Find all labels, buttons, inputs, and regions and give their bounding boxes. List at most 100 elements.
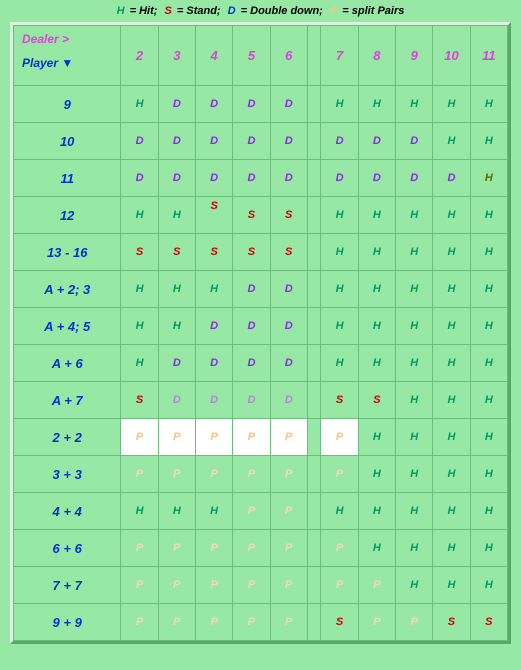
action-cell: P (158, 419, 195, 456)
action-cell: P (195, 604, 232, 641)
action-cell: S (195, 197, 232, 234)
table-row: A + 7SDDDDSSHHH (14, 382, 508, 419)
action-cell: D (195, 345, 232, 382)
action-cell: H (121, 493, 158, 530)
action-cell: H (433, 493, 470, 530)
action-cell: D (358, 123, 395, 160)
action-cell: D (233, 271, 270, 308)
table-row: 9HDDDDHHHHH (14, 86, 508, 123)
action-cell: D (270, 308, 307, 345)
header-row: Dealer > Player ▼ 234567891011 (14, 26, 508, 86)
row-gap (307, 345, 321, 382)
action-cell: H (396, 567, 433, 604)
legend-pair: P = split Pairs (329, 5, 405, 17)
action-cell: H (121, 271, 158, 308)
corner-cell: Dealer > Player ▼ (14, 26, 121, 86)
action-cell: H (358, 530, 395, 567)
table-row: A + 2; 3HHHDDHHHHH (14, 271, 508, 308)
action-cell: P (270, 530, 307, 567)
action-cell: H (321, 308, 358, 345)
action-cell: D (233, 123, 270, 160)
action-cell: S (121, 234, 158, 271)
action-cell: H (396, 271, 433, 308)
action-cell: H (158, 197, 195, 234)
action-cell: D (158, 160, 195, 197)
action-cell: H (158, 493, 195, 530)
row-label: 9 (14, 86, 121, 123)
row-gap (307, 160, 321, 197)
table-row: 13 - 16SSSSSHHHHH (14, 234, 508, 271)
action-cell: D (396, 123, 433, 160)
action-cell: H (470, 234, 507, 271)
action-cell: H (433, 123, 470, 160)
action-cell: P (396, 604, 433, 641)
row-gap (307, 493, 321, 530)
action-cell: H (321, 234, 358, 271)
table-row: 2 + 2PPPPPPHHHH (14, 419, 508, 456)
action-cell: H (433, 567, 470, 604)
action-cell: H (358, 234, 395, 271)
action-cell: H (470, 308, 507, 345)
dealer-col-8: 8 (358, 26, 395, 86)
legend-stand: S = Stand; (163, 5, 224, 17)
dealer-label: Dealer > (22, 32, 69, 46)
row-label: 11 (14, 160, 121, 197)
action-cell: D (121, 123, 158, 160)
action-cell: P (195, 419, 232, 456)
action-cell: H (433, 86, 470, 123)
action-cell: P (121, 604, 158, 641)
action-cell: H (358, 271, 395, 308)
row-gap (307, 530, 321, 567)
action-cell: D (233, 308, 270, 345)
action-cell: H (433, 530, 470, 567)
action-cell: D (158, 382, 195, 419)
row-gap (307, 123, 321, 160)
action-cell: D (121, 160, 158, 197)
action-cell: P (321, 456, 358, 493)
table-row: 10DDDDDDDDHH (14, 123, 508, 160)
action-cell: P (158, 604, 195, 641)
action-cell: P (321, 530, 358, 567)
table-row: 12HHSSSHHHHH (14, 197, 508, 234)
action-cell: D (270, 271, 307, 308)
action-cell: D (270, 123, 307, 160)
dealer-col-7: 7 (321, 26, 358, 86)
action-cell: H (358, 419, 395, 456)
table-row: A + 4; 5HHDDDHHHHH (14, 308, 508, 345)
action-cell: D (195, 308, 232, 345)
table-row: 7 + 7PPPPPPPHHH (14, 567, 508, 604)
action-cell: H (396, 234, 433, 271)
action-cell: H (470, 345, 507, 382)
action-cell: P (158, 567, 195, 604)
action-cell: D (433, 160, 470, 197)
action-cell: S (358, 382, 395, 419)
dealer-col-11: 11 (470, 26, 507, 86)
row-label: A + 2; 3 (14, 271, 121, 308)
action-cell: H (433, 197, 470, 234)
action-cell: P (121, 530, 158, 567)
row-label: 9 + 9 (14, 604, 121, 641)
action-cell: H (433, 345, 470, 382)
action-cell: D (358, 160, 395, 197)
action-cell: P (358, 567, 395, 604)
dealer-col-2: 2 (121, 26, 158, 86)
action-cell: D (195, 86, 232, 123)
action-cell: H (470, 456, 507, 493)
action-cell: S (121, 382, 158, 419)
action-cell: H (433, 308, 470, 345)
action-cell: P (121, 567, 158, 604)
action-cell: H (121, 86, 158, 123)
action-cell: S (233, 234, 270, 271)
action-cell: H (470, 160, 507, 197)
action-cell: H (358, 197, 395, 234)
table-body: 9HDDDDHHHHH10DDDDDDDDHH11DDDDDDDDDH12HHS… (14, 86, 508, 641)
action-cell: D (233, 382, 270, 419)
row-gap (307, 86, 321, 123)
action-cell: H (358, 456, 395, 493)
action-cell: H (470, 493, 507, 530)
row-label: 6 + 6 (14, 530, 121, 567)
action-cell: D (270, 345, 307, 382)
action-cell: H (396, 493, 433, 530)
action-cell: H (470, 271, 507, 308)
action-cell: P (195, 456, 232, 493)
